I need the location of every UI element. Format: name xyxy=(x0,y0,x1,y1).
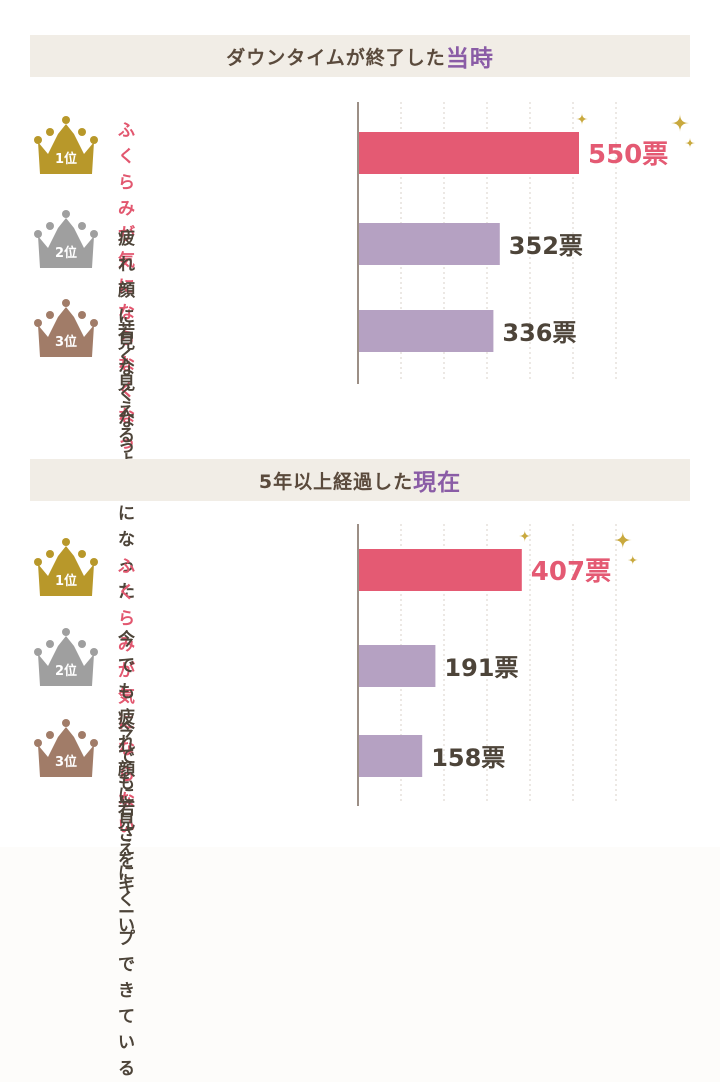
crown-icon: 1位 xyxy=(30,532,102,602)
crown-icon: 3位 xyxy=(30,293,102,363)
section-title: ダウンタイムが終了した xyxy=(226,46,446,69)
crown-shape xyxy=(34,210,98,268)
section-title-accent: 当時 xyxy=(445,46,494,72)
value-label: 336票 xyxy=(502,319,576,347)
crown-shape xyxy=(34,538,98,596)
crown-icon: 2位 xyxy=(30,204,102,274)
sparkle-icon xyxy=(685,138,695,148)
item-label: 若く見えるようになった xyxy=(118,322,136,602)
section-title: 5年以上経過した xyxy=(258,470,414,493)
item-label: 今でも 若さをキープできている xyxy=(118,721,136,1079)
sparkle-icon xyxy=(627,555,638,565)
bar xyxy=(359,132,579,174)
bar xyxy=(359,549,522,591)
sparkle-icon xyxy=(518,530,531,542)
crown-shape xyxy=(34,116,98,174)
rank-label: 2位 xyxy=(54,246,78,261)
rank-label: 3位 xyxy=(54,335,78,350)
rank-label: 1位 xyxy=(54,152,78,167)
section-header: ダウンタイムが終了した 当時 xyxy=(30,35,690,77)
value-label: 158票 xyxy=(431,744,505,772)
bar-chart-now: 407票 191票 158票 xyxy=(357,524,638,806)
sparkle-icon xyxy=(613,531,632,549)
bar xyxy=(359,645,436,687)
bar xyxy=(359,223,500,265)
value-label: 352票 xyxy=(509,232,583,260)
rank-row-1: 1位 ふくらみが気にならない xyxy=(30,532,135,837)
crown-icon: 2位 xyxy=(30,622,102,692)
crown-icon: 1位 xyxy=(30,110,102,180)
rank-label: 2位 xyxy=(54,664,78,679)
crown-shape xyxy=(34,628,98,686)
value-label: 191票 xyxy=(444,654,518,682)
section-header: 5年以上経過した 現在 xyxy=(30,459,690,501)
value-label: 407票 xyxy=(531,557,611,587)
crown-shape xyxy=(34,299,98,357)
rank-row-1: 1位 ふくらみが 気にならなくなった xyxy=(30,110,135,479)
rank-label: 3位 xyxy=(54,755,78,770)
crown-shape xyxy=(34,719,98,777)
bar-chart-then: 550票 352票 336票 xyxy=(357,102,695,384)
sparkle-icon xyxy=(576,113,588,125)
value-label: 550票 xyxy=(588,140,668,170)
ranking-page: ダウンタイムが終了した 当時 550票 352票 336票 1位 ふくらみが 気になら… xyxy=(30,35,695,1079)
sparkle-icon xyxy=(671,114,689,132)
rank-label: 1位 xyxy=(54,574,78,589)
rank-row-2: 2位 疲れ顔に見なくなった xyxy=(30,204,135,483)
rank-row-3: 3位 若く見えるようになった xyxy=(30,293,135,602)
bar xyxy=(359,735,423,777)
item-label: ふくらみが気にならない xyxy=(118,557,136,837)
section-title-accent: 現在 xyxy=(413,470,462,496)
bar xyxy=(359,310,494,352)
rank-row-2: 2位 今でも 疲れ顔に見えにくい xyxy=(30,622,135,936)
crown-icon: 3位 xyxy=(30,713,102,783)
rank-row-3: 3位 今でも 若さをキープできている xyxy=(30,713,135,1079)
